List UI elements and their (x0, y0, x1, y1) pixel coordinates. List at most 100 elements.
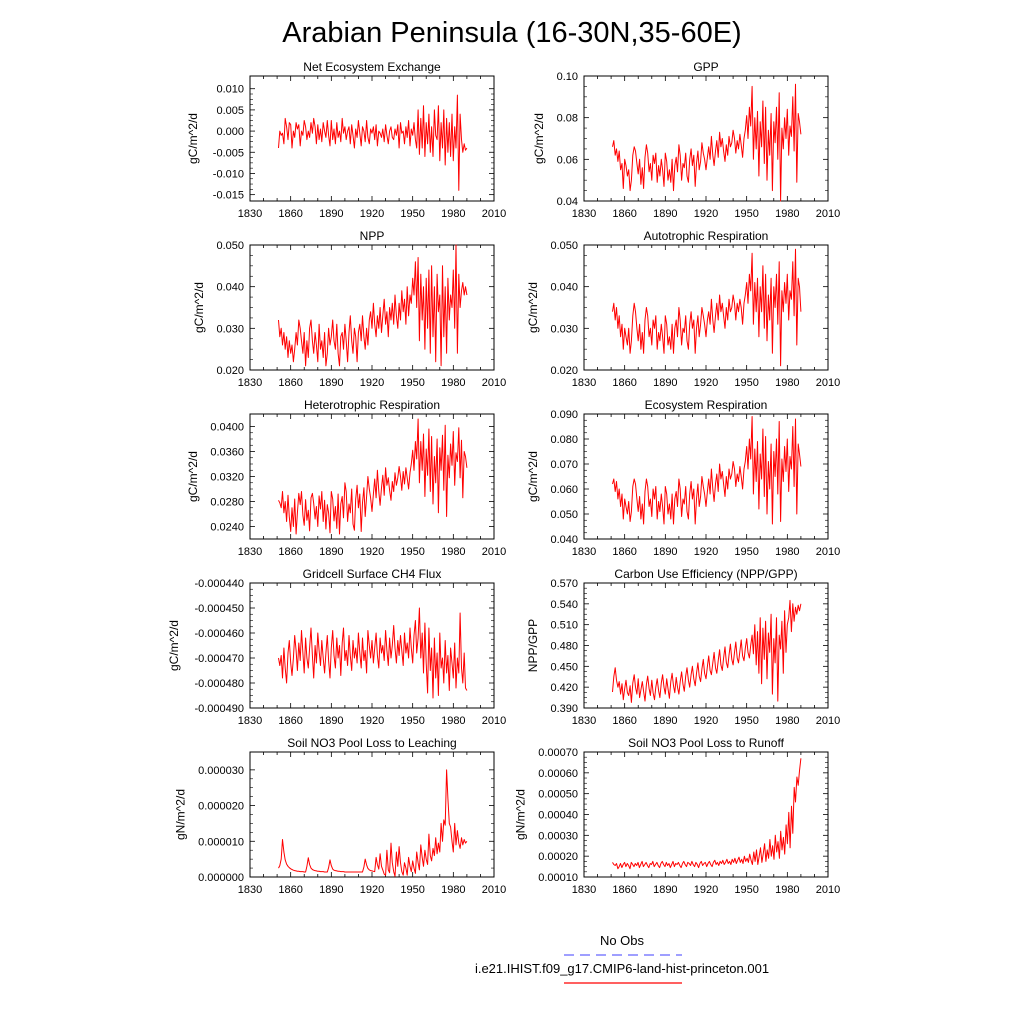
y-axis-label: gN/m^2/d (173, 789, 187, 840)
y-tick-label: 0.070 (550, 459, 578, 471)
y-axis-label: gC/m^2/d (526, 282, 540, 333)
x-tick-label: 1920 (360, 546, 384, 558)
x-tick-label: 1860 (612, 884, 636, 896)
x-tick-label: 2010 (816, 546, 840, 558)
x-tick-label: 1950 (734, 377, 758, 389)
panel-soil-no3-pool-loss-to-leaching: Soil NO3 Pool Loss to Leaching 1830 1860 18… (173, 736, 506, 896)
x-tick-label: 1890 (653, 884, 677, 896)
x-tick-label: 1950 (400, 715, 424, 727)
y-tick-label: 0.050 (216, 240, 244, 252)
y-tick-label: -0.015 (213, 190, 244, 202)
plot-frame (249, 751, 495, 878)
y-tick-label: 0.420 (550, 682, 578, 694)
panel-soil-no3-pool-loss-to-runoff: Soil NO3 Pool Loss to Runoff 1830 1860 1890… (514, 736, 841, 896)
y-tick-label: 0.005 (216, 105, 244, 117)
x-tick-label: 1920 (694, 208, 718, 220)
x-tick-label: 1950 (400, 884, 424, 896)
x-tick-label: 1890 (319, 377, 343, 389)
x-tick-label: 1830 (238, 715, 262, 727)
y-axis-label: gC/m^2/d (167, 620, 181, 671)
y-tick-label: -0.000450 (194, 603, 244, 615)
x-tick-label: 2010 (482, 208, 506, 220)
x-tick-label: 2010 (482, 715, 506, 727)
x-tick-label: 1980 (441, 715, 465, 727)
y-tick-label: 0.00050 (538, 789, 578, 801)
y-tick-label: 0.080 (550, 434, 578, 446)
y-tick-label: 0.010 (216, 84, 244, 96)
y-tick-label: 0.390 (550, 703, 578, 715)
series-line (278, 244, 468, 367)
x-tick-label: 2010 (816, 715, 840, 727)
y-tick-label: 0.00070 (538, 747, 578, 759)
y-tick-label: 0.00060 (538, 768, 578, 780)
y-tick-label: -0.000480 (194, 678, 244, 690)
x-tick-label: 1950 (734, 884, 758, 896)
y-tick-label: 0.00010 (538, 872, 578, 884)
panel-title: NPP (360, 229, 385, 243)
x-tick-label: 1950 (734, 208, 758, 220)
x-tick-label: 1890 (319, 208, 343, 220)
x-tick-label: 1920 (360, 377, 384, 389)
panel-title: Ecosystem Respiration (645, 398, 768, 412)
panel-title: Carbon Use Efficiency (NPP/GPP) (614, 567, 797, 581)
y-tick-label: 0.000030 (198, 765, 244, 777)
panel-npp: NPP 1830 1860 1890 1920 1950 1980 2010 0.050 0.04… (192, 229, 506, 389)
x-tick-label: 1920 (694, 715, 718, 727)
series-line (278, 769, 468, 877)
y-axis-label: gC/m^2/d (532, 113, 546, 164)
x-tick-label: 1980 (441, 884, 465, 896)
y-tick-label: 0.0360 (210, 447, 244, 459)
x-tick-label: 1980 (775, 546, 799, 558)
x-tick-label: 1830 (572, 715, 596, 727)
panel-title: GPP (693, 60, 718, 74)
legend-label-model: i.e21.IHIST.f09_g17.CMIP6-land-hist-prin… (475, 961, 769, 976)
x-tick-label: 1830 (572, 884, 596, 896)
y-tick-label: 0.00020 (538, 851, 578, 863)
y-tick-label: 0.040 (550, 282, 578, 294)
y-tick-label: -0.005 (213, 147, 244, 159)
x-tick-label: 1860 (278, 884, 302, 896)
x-tick-label: 1890 (653, 715, 677, 727)
x-tick-label: 1890 (653, 377, 677, 389)
series-line (278, 94, 468, 191)
x-tick-label: 1980 (775, 884, 799, 896)
y-tick-label: 0.00040 (538, 810, 578, 822)
y-tick-label: 0.06 (557, 154, 578, 166)
panel-title: Soil NO3 Pool Loss to Runoff (628, 736, 785, 750)
x-tick-label: 1980 (775, 715, 799, 727)
y-tick-label: 0.00030 (538, 830, 578, 842)
y-tick-label: 0.060 (550, 484, 578, 496)
panel-title: Heterotrophic Respiration (304, 398, 440, 412)
y-tick-label: 0.030 (550, 323, 578, 335)
x-tick-label: 1890 (319, 546, 343, 558)
y-tick-label: -0.000470 (194, 653, 244, 665)
legend-label-obs: No Obs (600, 933, 645, 948)
x-tick-label: 1860 (612, 377, 636, 389)
y-tick-label: 0.540 (550, 599, 578, 611)
legend: No Obs i.e21.IHIST.f09_g17.CMIP6-land-hi… (475, 933, 769, 984)
y-axis-label: gC/m^2/d (192, 282, 206, 333)
x-tick-label: 2010 (816, 377, 840, 389)
x-tick-label: 1980 (441, 546, 465, 558)
y-tick-label: 0.000000 (198, 872, 244, 884)
figure-title: Arabian Peninsula (16-30N,35-60E) (282, 17, 741, 49)
x-tick-label: 1920 (360, 208, 384, 220)
x-tick-label: 2010 (816, 208, 840, 220)
x-tick-label: 1830 (238, 884, 262, 896)
x-tick-label: 1860 (278, 377, 302, 389)
x-tick-label: 1950 (734, 715, 758, 727)
x-tick-label: 1890 (319, 715, 343, 727)
y-tick-label: 0.510 (550, 620, 578, 632)
x-tick-label: 1830 (238, 208, 262, 220)
x-tick-label: 1920 (694, 546, 718, 558)
y-tick-label: 0.030 (216, 323, 244, 335)
y-tick-label: -0.000440 (194, 578, 244, 590)
series-line (612, 83, 802, 202)
y-tick-label: 0.0240 (210, 522, 244, 534)
series-line (278, 607, 468, 699)
y-tick-label: 0.0280 (210, 497, 244, 509)
panel-gridcell-surface-ch4-flux: Gridcell Surface CH4 Flux 1830 1860 1890 192… (167, 567, 506, 727)
x-tick-label: 1860 (278, 208, 302, 220)
x-tick-label: 1860 (278, 715, 302, 727)
y-axis-label: gC/m^2/d (186, 113, 200, 164)
